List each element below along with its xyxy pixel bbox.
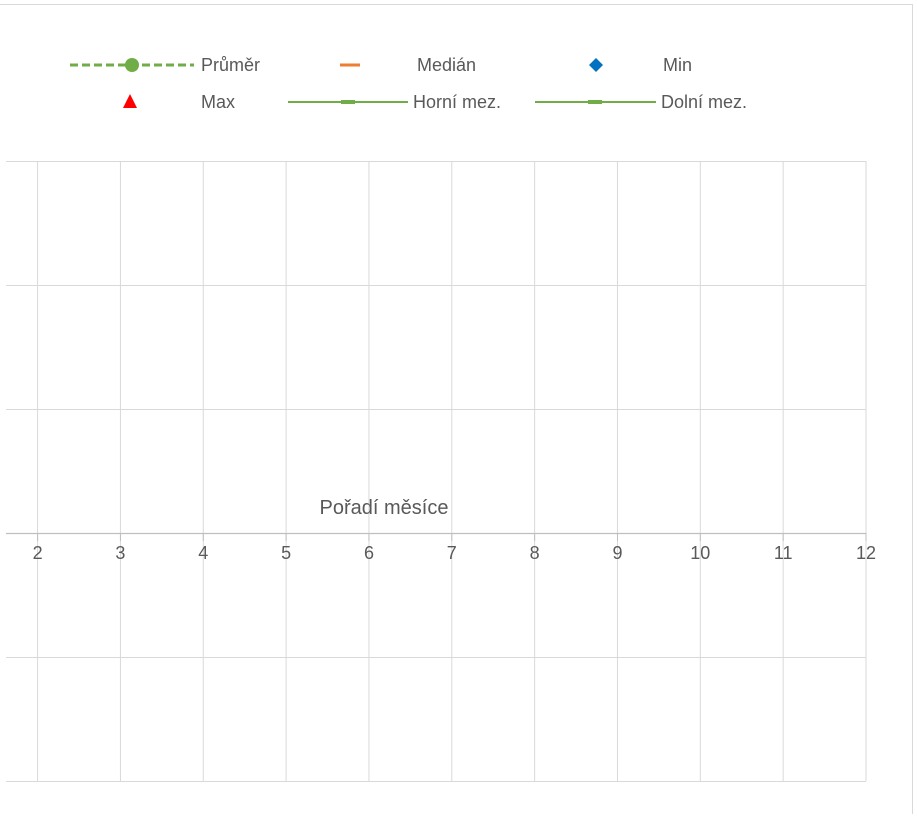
legend-label: Max	[201, 92, 235, 112]
x-tick-label: 7	[447, 543, 457, 563]
legend-label: Průměr	[201, 55, 260, 75]
plot-area: 2 3 4 5 6 7 8 9 10 11 12	[6, 161, 876, 782]
legend-item: Dolní mez.	[535, 92, 747, 112]
x-tick-label: 9	[612, 543, 622, 563]
legend-item: Min	[589, 55, 692, 75]
legend-item: Medián	[340, 55, 476, 75]
x-tick-label: 5	[281, 543, 291, 563]
x-tick-label: 6	[364, 543, 374, 563]
legend-label: Dolní mez.	[661, 92, 747, 112]
x-tick-label: 3	[115, 543, 125, 563]
legend: Průměr Medián Min Max Horní mez. Dolní mez.	[70, 55, 747, 112]
legend-label: Horní mez.	[413, 92, 501, 112]
legend-marker-diamond	[589, 58, 603, 72]
x-tick-label: 2	[33, 543, 43, 563]
legend-item: Max	[123, 92, 235, 112]
legend-marker-circle	[125, 58, 139, 72]
x-tick-label: 12	[856, 543, 876, 563]
legend-item: Průměr	[70, 55, 260, 75]
legend-marker-dash	[588, 100, 602, 104]
x-tick-label: 8	[530, 543, 540, 563]
legend-label: Min	[663, 55, 692, 75]
x-tick-label: 4	[198, 543, 208, 563]
legend-marker-dash	[340, 63, 360, 67]
legend-marker-triangle	[123, 94, 137, 108]
x-tick-label: 11	[774, 543, 793, 563]
x-tick-label: 10	[690, 543, 710, 563]
legend-marker-dash	[341, 100, 355, 104]
x-axis-title: Pořadí měsíce	[320, 497, 449, 519]
legend-item: Horní mez.	[288, 92, 501, 112]
legend-label: Medián	[417, 55, 476, 75]
